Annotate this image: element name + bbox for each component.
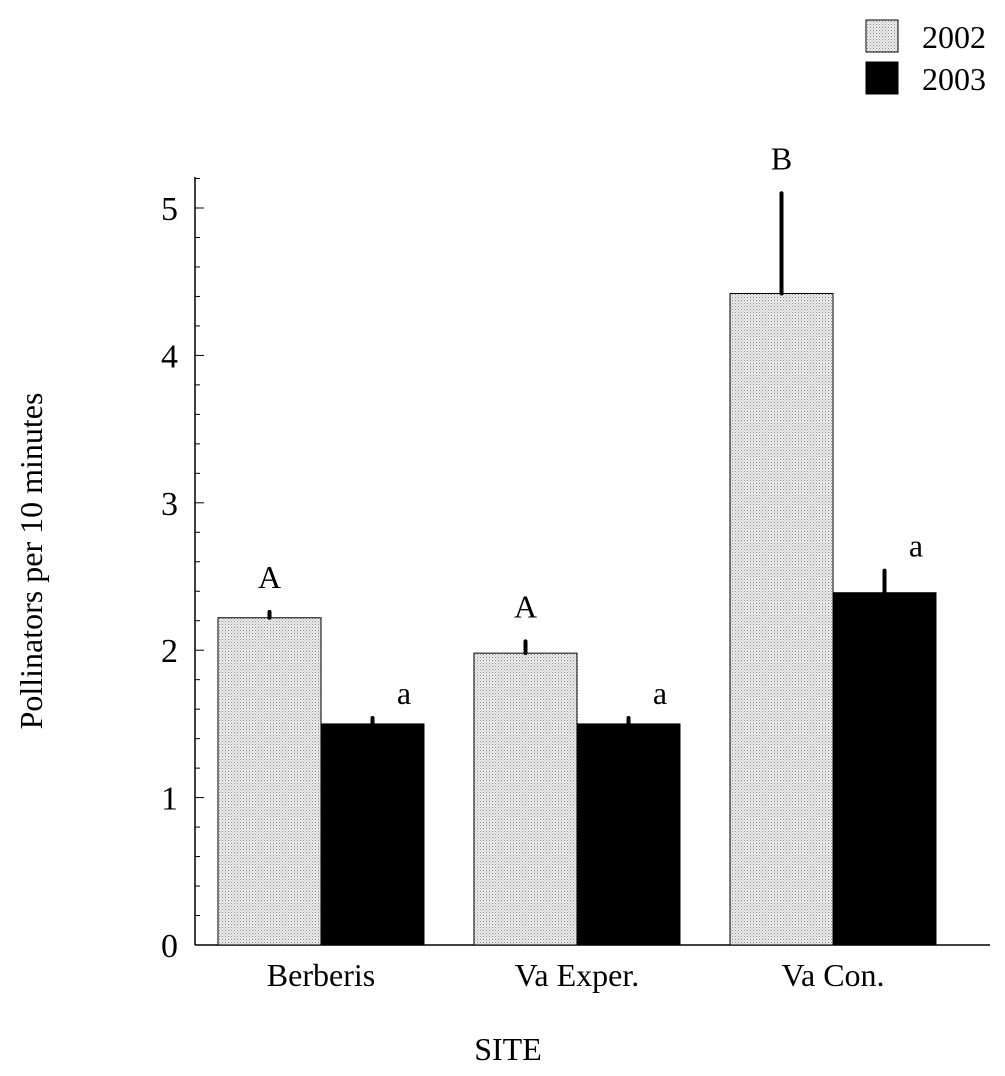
error-bars: [267, 191, 887, 726]
x-axis-title: SITE: [474, 1031, 542, 1067]
legend: 2002 2003: [865, 19, 986, 97]
x-tick-label: Va Exper.: [515, 957, 639, 993]
y-tick-label: 0: [161, 928, 178, 965]
significance-label: a: [397, 675, 411, 711]
y-axis-title: Pollinators per 10 minutes: [13, 393, 49, 730]
legend-label-2002: 2002: [922, 19, 986, 55]
bar-2002-berberis: [217, 617, 322, 946]
x-tick-label: Va Con.: [781, 957, 884, 993]
significance-label: A: [514, 588, 537, 624]
legend-swatch-2002: [865, 19, 899, 53]
legend-label-2003: 2003: [922, 61, 986, 97]
legend-item-2002: 2002: [865, 19, 986, 55]
bar-2003-va-exper-: [576, 723, 681, 946]
significance-label: B: [771, 140, 792, 176]
y-tick-label: 4: [161, 338, 178, 375]
bar-2002-va-exper-: [473, 652, 578, 946]
legend-swatch-2003: [865, 61, 899, 95]
significance-label: A: [258, 559, 281, 595]
bar-2003-berberis: [320, 723, 425, 946]
bar-2003-va-con-: [832, 592, 937, 946]
significance-label: a: [909, 528, 923, 564]
y-tick-label: 2: [161, 633, 178, 670]
significance-labels: A A Ba a a: [258, 140, 923, 711]
legend-item-2003: 2003: [865, 61, 986, 97]
x-tick-label: Berberis: [267, 957, 375, 993]
category-labels: Berberis Va Exper. Va Con.: [267, 957, 885, 993]
bar-2002-va-con-: [729, 292, 834, 946]
significance-label: a: [653, 675, 667, 711]
y-tick-label: 3: [161, 486, 178, 523]
y-axis-ticks: 0 1 2 3 4 5: [161, 178, 204, 965]
y-tick-label: 1: [161, 781, 178, 818]
y-tick-label: 5: [161, 191, 178, 228]
bars: [217, 292, 937, 946]
